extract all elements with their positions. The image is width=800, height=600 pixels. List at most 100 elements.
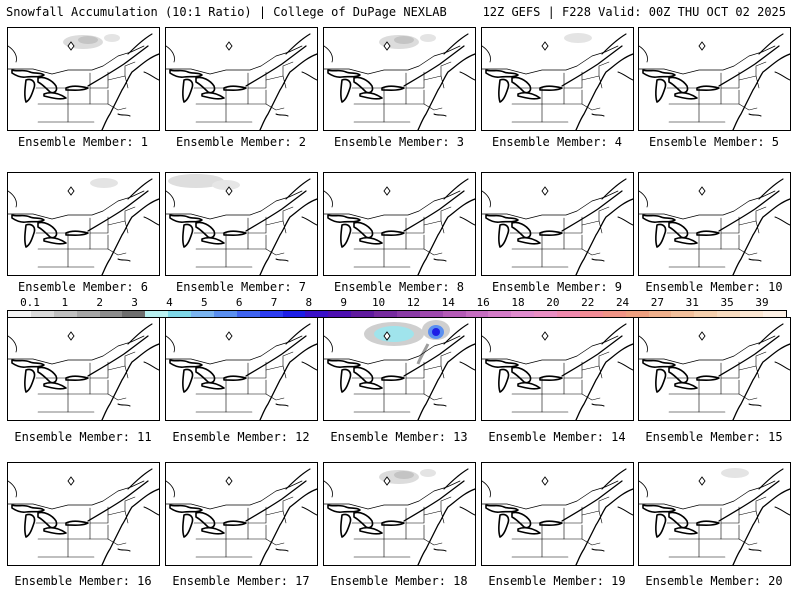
northeast-map <box>8 33 159 130</box>
colorbar-segment <box>648 311 672 317</box>
ensemble-member-map <box>165 462 318 566</box>
member-caption: Ensemble Member: 11 <box>14 430 152 444</box>
member-caption: Ensemble Member: 10 <box>645 280 783 294</box>
colorbar-tick-label: 22 <box>581 296 595 309</box>
snowfall-shading <box>364 320 450 365</box>
northeast-map <box>324 33 475 130</box>
colorbar-segment <box>488 311 512 317</box>
colorbar-segment <box>213 311 237 317</box>
colorbar-tick-label: 10 <box>371 296 386 309</box>
diamond-icon <box>383 331 391 341</box>
member-caption: Ensemble Member: 8 <box>333 280 465 294</box>
ensemble-member-map <box>638 462 791 566</box>
ensemble-member-map <box>165 317 318 421</box>
colorbar-segment <box>191 311 214 317</box>
northeast-map <box>8 178 159 275</box>
colorbar-tick-label: 1 <box>61 296 69 309</box>
colorbar-segment <box>717 311 740 317</box>
snowfall-shading <box>168 174 240 190</box>
member-caption: Ensemble Member: 9 <box>491 280 623 294</box>
member-caption: Ensemble Member: 14 <box>488 430 626 444</box>
snowfall-shading <box>90 178 118 188</box>
member-caption: Ensemble Member: 20 <box>645 574 783 588</box>
northeast-map <box>166 323 317 420</box>
colorbar-tick-label: 20 <box>546 296 560 309</box>
colorbar-segment <box>374 311 397 317</box>
chart-title: Snowfall Accumulation (10:1 Ratio) | Col… <box>6 5 447 19</box>
colorbar-tick-label: 8 <box>305 296 313 309</box>
colorbar-segment <box>694 311 718 317</box>
diamond-icon <box>225 186 233 196</box>
northeast-map <box>324 178 475 275</box>
colorbar-segment <box>76 311 100 317</box>
northeast-map <box>482 323 633 420</box>
member-caption: Ensemble Member: 4 <box>491 135 623 149</box>
diamond-icon <box>541 331 549 341</box>
ensemble-member-map <box>323 462 476 566</box>
snowfall-shading <box>564 33 592 43</box>
colorbar-segment <box>602 311 626 317</box>
run-valid-time: 12Z GEFS | F228 Valid: 00Z THU OCT 02 20… <box>482 5 786 19</box>
colorbar-segment <box>671 311 695 317</box>
member-caption: Ensemble Member: 13 <box>330 430 468 444</box>
colorbar-tick-label: 2 <box>96 296 104 309</box>
diamond-icon <box>67 331 75 341</box>
member-caption: Ensemble Member: 6 <box>17 280 149 294</box>
diamond-icon <box>698 476 706 486</box>
northeast-map <box>324 468 475 565</box>
diamond-icon <box>383 186 391 196</box>
colorbar-tick-label: 9 <box>340 296 348 309</box>
colorbar-tick-label: 27 <box>650 296 665 309</box>
northeast-map <box>482 178 633 275</box>
colorbar-segment <box>8 311 31 317</box>
northeast-map <box>8 323 159 420</box>
diamond-icon <box>67 476 75 486</box>
colorbar-tick-label: 0.1 <box>20 296 40 309</box>
ensemble-member-map <box>481 462 634 566</box>
colorbar-tick-label: 35 <box>720 296 734 309</box>
diamond-icon <box>541 186 549 196</box>
colorbar-tick-label: 6 <box>235 296 243 309</box>
member-caption: Ensemble Member: 17 <box>172 574 310 588</box>
diamond-icon <box>225 331 233 341</box>
diamond-icon <box>225 41 233 51</box>
diamond-icon <box>67 41 75 51</box>
ensemble-member-map <box>323 317 476 421</box>
ensemble-member-map <box>7 172 160 276</box>
colorbar-segment <box>534 311 557 317</box>
colorbar-segment <box>511 311 535 317</box>
member-caption: Ensemble Member: 3 <box>333 135 465 149</box>
diamond-icon <box>67 186 75 196</box>
member-caption: Ensemble Member: 19 <box>488 574 626 588</box>
northeast-map <box>639 323 790 420</box>
northeast-map <box>166 174 317 275</box>
colorbar-segment <box>442 311 466 317</box>
ensemble-member-map <box>7 27 160 131</box>
colorbar-segment <box>236 311 260 317</box>
ensemble-member-map <box>638 317 791 421</box>
northeast-map <box>639 468 790 565</box>
ensemble-member-map <box>7 462 160 566</box>
northeast-map <box>482 468 633 565</box>
colorbar-segment <box>465 311 489 317</box>
northeast-map <box>166 468 317 565</box>
colorbar-segment <box>762 311 786 317</box>
colorbar-segment <box>259 311 283 317</box>
colorbar-segment <box>145 311 169 317</box>
colorbar-segment <box>305 311 329 317</box>
colorbar-tick-label: 39 <box>755 296 769 309</box>
ensemble-member-map <box>481 317 634 421</box>
ensemble-member-map <box>323 172 476 276</box>
member-caption: Ensemble Member: 16 <box>14 574 152 588</box>
northeast-map <box>166 33 317 130</box>
snowfall-colorbar <box>7 310 787 318</box>
colorbar-segment <box>351 311 374 317</box>
northeast-map <box>639 33 790 130</box>
ensemble-member-map <box>165 172 318 276</box>
diamond-icon <box>383 41 391 51</box>
colorbar-segment <box>30 311 54 317</box>
colorbar-tick-label: 18 <box>511 296 525 309</box>
colorbar-tick-label: 4 <box>166 296 173 309</box>
ensemble-member-map <box>481 27 634 131</box>
colorbar-tick-label: 24 <box>615 296 630 309</box>
